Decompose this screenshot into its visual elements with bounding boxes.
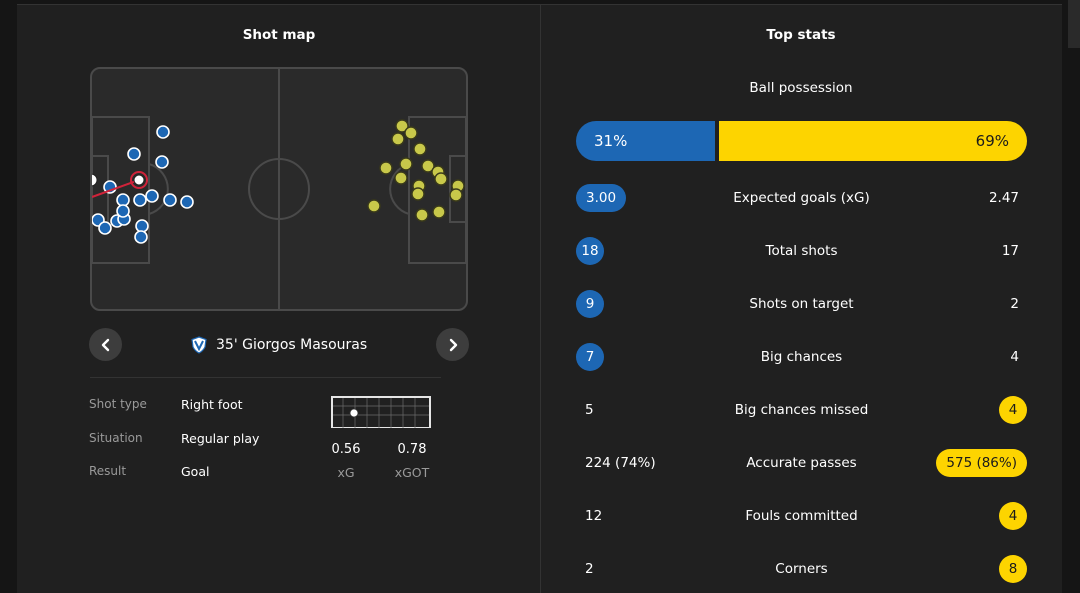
stat-away-value: 17 <box>1001 243 1019 259</box>
panel-divider <box>540 5 541 593</box>
chevron-right-icon <box>449 338 457 351</box>
stat-away-value: 575 (86%) <box>936 449 1027 477</box>
home-shot-marker[interactable] <box>180 195 194 209</box>
away-shot-marker[interactable] <box>434 172 448 186</box>
away-shot-marker[interactable] <box>415 208 429 222</box>
selected-shot-marker[interactable] <box>130 171 148 189</box>
top-border <box>17 4 1062 5</box>
goal-frame-graphic <box>331 396 431 428</box>
away-shot-marker[interactable] <box>367 199 381 213</box>
stat-home-value: 18 <box>576 237 604 265</box>
situation-label: Situation <box>89 431 143 445</box>
stat-label: Accurate passes <box>746 455 857 471</box>
xg-value: 0.56 <box>331 442 361 457</box>
selected-shot-player: 35' Giorgos Masouras <box>190 335 367 355</box>
scrollbar-edge[interactable] <box>1068 0 1080 48</box>
chevron-left-icon <box>101 338 109 351</box>
stat-row: Expected goals (xG) 3.00 2.47 <box>576 183 1027 213</box>
stat-label: Big chances missed <box>734 402 869 418</box>
home-shot-marker[interactable] <box>127 147 141 161</box>
ball-icon <box>92 173 98 187</box>
shot-map-title: Shot map <box>242 27 316 43</box>
stat-label: Expected goals (xG) <box>733 190 870 206</box>
ball-icon <box>133 174 145 186</box>
home-shot-marker[interactable] <box>116 193 130 207</box>
stat-home-value: 7 <box>576 343 604 371</box>
stat-away-value: 2.47 <box>988 190 1019 206</box>
situation-value: Regular play <box>181 431 260 446</box>
xgot-value: 0.78 <box>397 442 427 457</box>
stat-label: Fouls committed <box>745 508 858 524</box>
away-shot-marker[interactable] <box>413 142 427 156</box>
home-shot-marker[interactable] <box>163 193 177 207</box>
shot-player-label: 35' Giorgos Masouras <box>216 337 368 353</box>
stat-away-value: 4 <box>1010 349 1019 365</box>
home-shot-marker[interactable] <box>145 189 159 203</box>
away-shot-marker[interactable] <box>421 159 435 173</box>
shots-layer <box>92 119 465 244</box>
stat-home-value: 2 <box>585 561 594 577</box>
home-shot-marker[interactable] <box>155 155 169 169</box>
home-shot-marker[interactable] <box>133 193 147 207</box>
stat-label: Corners <box>775 561 828 577</box>
stat-row: Corners 2 8 <box>576 554 1027 584</box>
stat-away-value: 4 <box>999 396 1027 424</box>
ball-icon <box>349 408 359 418</box>
away-shot-marker[interactable] <box>404 126 418 140</box>
away-shot-marker[interactable] <box>394 171 408 185</box>
stat-home-value: 12 <box>585 508 603 524</box>
result-value: Goal <box>181 464 210 479</box>
result-label: Result <box>89 464 127 478</box>
possession-away: 69% <box>719 121 1027 161</box>
away-shot-marker[interactable] <box>379 161 393 175</box>
away-shot-marker[interactable] <box>395 119 409 133</box>
top-stats-title: Top stats <box>766 27 836 43</box>
home-shot-marker[interactable] <box>98 221 112 235</box>
pitch-lines <box>92 69 466 309</box>
stat-row: Big chances 7 4 <box>576 342 1027 372</box>
possession-home: 31% <box>576 121 715 161</box>
stat-row: Fouls committed 12 4 <box>576 501 1027 531</box>
home-shot-marker[interactable] <box>116 204 130 218</box>
away-shot-marker[interactable] <box>391 132 405 146</box>
away-shot-marker[interactable] <box>399 157 413 171</box>
away-shot-marker[interactable] <box>411 187 425 201</box>
stat-home-value: 224 (74%) <box>585 455 656 471</box>
stat-row: Big chances missed 5 4 <box>576 395 1027 425</box>
stat-away-value: 2 <box>1010 296 1019 312</box>
stat-label: Total shots <box>765 243 838 259</box>
xgot-label: xGOT <box>394 465 430 480</box>
away-shot-marker[interactable] <box>432 205 446 219</box>
shield-icon <box>191 336 207 354</box>
stat-home-value: 3.00 <box>576 184 627 212</box>
possession-bar: 31% 69% <box>576 121 1027 161</box>
home-shot-marker[interactable] <box>134 230 148 244</box>
stat-row: Shots on target 9 2 <box>576 289 1027 319</box>
stat-row: Total shots 18 17 <box>576 236 1027 266</box>
shot-type-value: Right foot <box>181 397 243 412</box>
home-shot-marker[interactable] <box>135 219 149 233</box>
next-shot-button[interactable] <box>436 328 469 361</box>
stat-home-value: 5 <box>585 402 594 418</box>
shot-type-label: Shot type <box>89 397 147 411</box>
details-divider <box>90 377 441 378</box>
stat-label: Big chances <box>760 349 843 365</box>
shot-map-pitch[interactable] <box>90 67 468 311</box>
stat-home-value: 9 <box>576 290 604 318</box>
xg-label: xG <box>337 465 355 480</box>
possession-label: Ball possession <box>749 80 853 96</box>
home-shot-marker[interactable] <box>156 125 170 139</box>
stat-row: Accurate passes 224 (74%) 575 (86%) <box>576 448 1027 478</box>
previous-shot-button[interactable] <box>89 328 122 361</box>
stat-away-value: 8 <box>999 555 1027 583</box>
stat-away-value: 4 <box>999 502 1027 530</box>
away-shot-marker[interactable] <box>449 188 463 202</box>
stat-label: Shots on target <box>749 296 854 312</box>
